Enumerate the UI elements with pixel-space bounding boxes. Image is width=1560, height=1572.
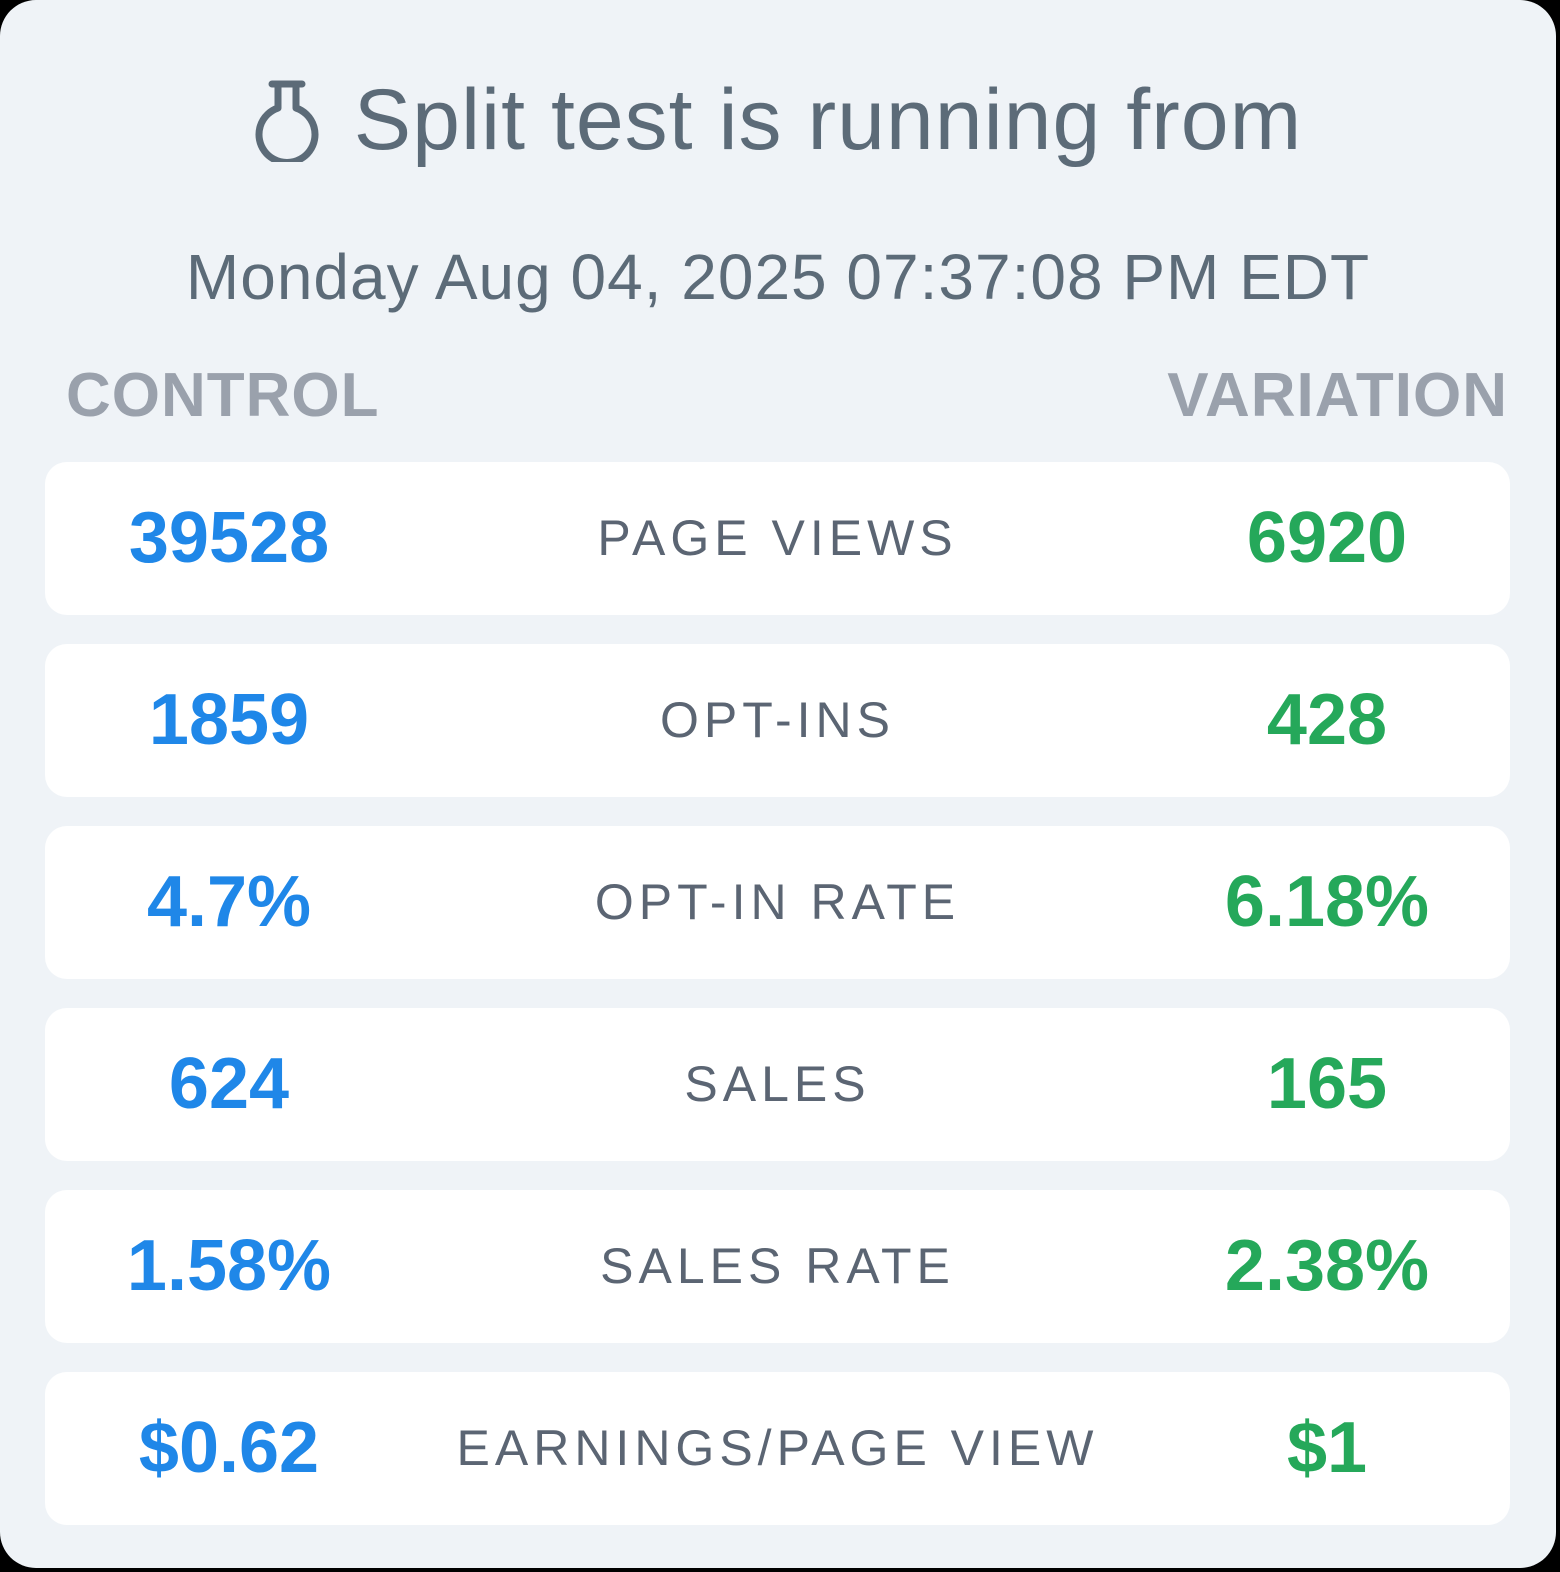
metric-label: SALES: [684, 1056, 871, 1112]
page-title: Split test is running from: [353, 71, 1303, 168]
variation-value: 6.18%: [1224, 862, 1430, 942]
metric-label: PAGE VIEWS: [597, 510, 958, 566]
variation-value: 2.38%: [1224, 1226, 1430, 1306]
variation-column-header: VARIATION: [1167, 361, 1508, 430]
variation-value: $1: [1286, 1408, 1368, 1488]
variation-value: 165: [1266, 1044, 1388, 1124]
metric-row-opt-in-rate: 4.7% OPT-IN RATE 6.18%: [45, 826, 1510, 979]
control-value: $0.62: [138, 1408, 320, 1488]
title-row: Split test is running from: [0, 70, 1556, 170]
metric-label: EARNINGS/PAGE VIEW: [456, 1420, 1099, 1476]
control-value: 1.58%: [126, 1226, 332, 1306]
metrics-list: 39528 PAGE VIEWS 6920 1859 OPT-INS 428 4…: [45, 462, 1510, 1554]
control-value: 39528: [128, 498, 330, 578]
metric-row-sales-rate: 1.58% SALES RATE 2.38%: [45, 1190, 1510, 1343]
metric-row-page-views: 39528 PAGE VIEWS 6920: [45, 462, 1510, 615]
metric-row-sales: 624 SALES 165: [45, 1008, 1510, 1161]
variation-value: 428: [1266, 680, 1388, 760]
metric-row-earnings-per-page-view: $0.62 EARNINGS/PAGE VIEW $1: [45, 1372, 1510, 1525]
metric-label: OPT-IN RATE: [594, 874, 961, 930]
flask-icon: [255, 80, 319, 162]
metric-label: SALES RATE: [600, 1238, 955, 1294]
control-value: 4.7%: [146, 862, 312, 942]
metric-label: OPT-INS: [659, 692, 896, 748]
start-timestamp: Monday Aug 04, 2025 07:37:08 PM EDT: [185, 241, 1371, 313]
metric-row-opt-ins: 1859 OPT-INS 428: [45, 644, 1510, 797]
control-value: 624: [168, 1044, 290, 1124]
control-column-header: CONTROL: [66, 361, 380, 430]
control-value: 1859: [148, 680, 310, 760]
variation-value: 6920: [1246, 498, 1408, 578]
